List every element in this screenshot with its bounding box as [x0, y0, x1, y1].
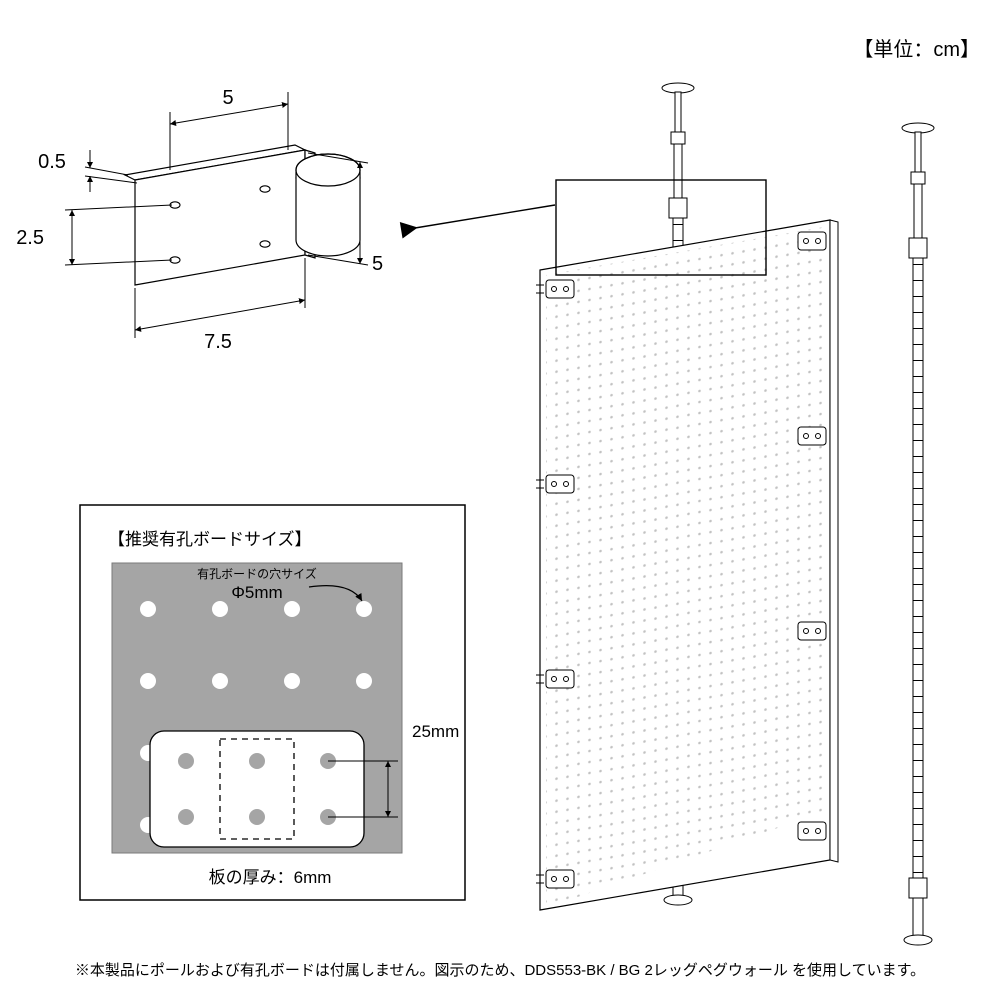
hole-label-phi: Φ5mm [231, 583, 282, 602]
callout-arrow [415, 205, 555, 228]
dim-height: 5 [372, 253, 383, 275]
panel-title: 【推奨有孔ボードサイズ】 [108, 530, 312, 549]
dim-top-offset: 5 [222, 87, 233, 109]
board-spec-panel: 【推奨有孔ボードサイズ】 有孔ボードの穴サイズ Φ5mm [80, 505, 465, 900]
bracket-detail: 5 0.5 2.5 5 7.5 [16, 87, 383, 353]
assembly-view [536, 83, 934, 945]
dim-thickness: 0.5 [38, 151, 66, 173]
dim-hole-spacing-v: 2.5 [16, 227, 44, 249]
thickness-label: 板の厚み：6mm [209, 868, 332, 887]
dim-width: 7.5 [204, 331, 232, 353]
units-label: 【単位：cm】 [853, 38, 980, 61]
pegboard [540, 220, 838, 915]
hole-label-small: 有孔ボードの穴サイズ [197, 566, 317, 581]
pitch-label: 25mm [412, 722, 459, 741]
footer-note: ※本製品にポールおよび有孔ボードは付属しません。図示のため、DDS553-BK … [75, 962, 925, 979]
